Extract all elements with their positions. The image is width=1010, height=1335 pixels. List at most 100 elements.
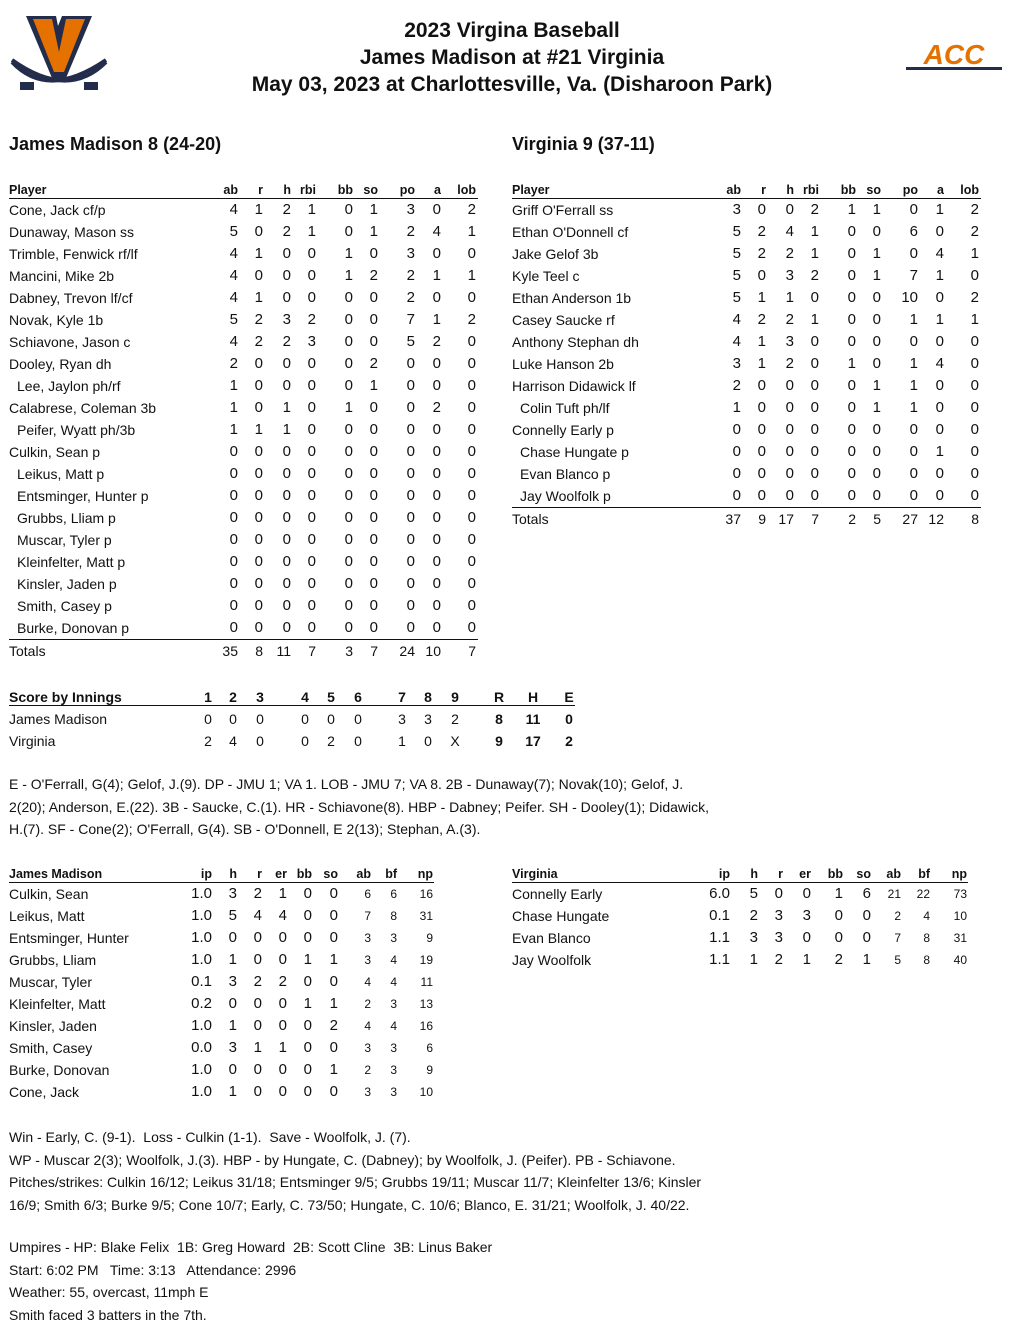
inning-header: 1 <box>204 689 212 705</box>
stat-cell: 0 <box>467 289 476 306</box>
stat-cell: 0 <box>909 443 918 460</box>
stat-cell: 2 <box>810 267 819 284</box>
inning-score: 2 <box>451 711 459 727</box>
pitcher-name: Cone, Jack <box>9 1084 80 1100</box>
stat-cell: 2 <box>278 973 287 990</box>
column-header: h <box>786 183 794 197</box>
column-header: ab <box>886 867 901 881</box>
inning-score: 2 <box>327 733 335 749</box>
stat-cell: 3 <box>228 885 237 902</box>
rhe-header: H <box>527 689 539 705</box>
player-name: Connelly Early p <box>512 422 614 438</box>
inning-score: 4 <box>229 733 237 749</box>
totals-cell: 2 <box>848 511 856 527</box>
stat-cell: 2 <box>432 399 441 416</box>
player-name: Grubbs, Lliam p <box>17 510 116 526</box>
stat-cell: 1 <box>369 377 378 394</box>
stat-cell: 0 <box>278 1083 287 1100</box>
totals-cell: 3 <box>345 643 353 659</box>
stat-cell: 4 <box>229 245 238 262</box>
inning-score: 0 <box>354 733 362 749</box>
stat-cell: 1 <box>229 421 238 438</box>
totals-label: Totals <box>512 511 549 527</box>
totals-cell: 8 <box>971 511 979 527</box>
stat-cell: 1 <box>329 995 338 1012</box>
stat-cell: 0 <box>329 1039 338 1056</box>
stat-cell: 0.1 <box>191 973 212 990</box>
stat-cell: 1 <box>847 355 856 372</box>
stat-cell: 4 <box>785 223 794 240</box>
stat-cell: 0 <box>282 245 291 262</box>
pitcher-name: Leikus, Matt <box>9 908 85 924</box>
stat-cell: 0 <box>432 245 441 262</box>
stat-cell: 3 <box>802 907 811 924</box>
stat-cell: 0 <box>344 311 353 328</box>
stat-cell: 1 <box>847 201 856 218</box>
stat-cell: 3 <box>785 267 794 284</box>
stat-cell: 3 <box>390 1041 397 1055</box>
stat-cell: 1 <box>872 267 881 284</box>
stat-cell: 2 <box>757 245 766 262</box>
stat-cell: 0 <box>909 333 918 350</box>
stat-cell: 0 <box>909 201 918 218</box>
totals-cell: 12 <box>928 511 944 527</box>
stat-cell: 0 <box>757 377 766 394</box>
stat-cell: 7 <box>364 909 371 923</box>
stat-cell: 0 <box>785 443 794 460</box>
stat-cell: 1 <box>229 399 238 416</box>
stat-cell: 0 <box>872 355 881 372</box>
stat-cell: 0 <box>757 201 766 218</box>
stat-cell: 0 <box>278 929 287 946</box>
stat-cell: 0 <box>344 509 353 526</box>
stat-cell: 0 <box>254 399 263 416</box>
inning-score: 0 <box>256 711 264 727</box>
inning-header: 6 <box>354 689 362 705</box>
stat-cell: 0 <box>369 421 378 438</box>
stat-cell: 0 <box>872 311 881 328</box>
stat-cell: 0 <box>467 575 476 592</box>
stat-cell: 0 <box>432 355 441 372</box>
totals-cell: 5 <box>873 511 881 527</box>
column-header: h <box>750 867 758 881</box>
column-header: bb <box>840 183 856 197</box>
game-info: Umpires - HP: Blake Felix 1B: Greg Howar… <box>9 1236 492 1326</box>
column-header: np <box>951 867 967 881</box>
stat-cell: 3 <box>785 333 794 350</box>
stat-cell: 0 <box>834 907 843 924</box>
stat-cell: 4 <box>229 333 238 350</box>
stat-cell: 0 <box>282 267 291 284</box>
score-title: Score by Innings <box>9 689 122 705</box>
stat-cell: 0 <box>344 553 353 570</box>
player-name: Muscar, Tyler p <box>17 532 112 548</box>
stat-cell: 0 <box>970 465 979 482</box>
stat-cell: 0 <box>278 1017 287 1034</box>
player-row: Ethan O'Donnell cf 5 2 4 1 0 0 6 0 2 <box>512 221 981 243</box>
stat-cell: 4 <box>390 1019 397 1033</box>
stat-cell: 1 <box>909 399 918 416</box>
stat-cell: 0 <box>810 355 819 372</box>
stat-cell: 0 <box>303 1017 312 1034</box>
stat-cell: 3 <box>390 1085 397 1099</box>
column-header: ab <box>223 183 238 197</box>
stat-cell: 4 <box>229 201 238 218</box>
stat-cell: 0 <box>406 465 415 482</box>
stat-cell: 1 <box>254 245 263 262</box>
stat-cell: 1 <box>909 355 918 372</box>
stat-cell: 4 <box>229 289 238 306</box>
stat-cell: 19 <box>419 953 433 967</box>
stat-cell: 4 <box>935 355 944 372</box>
inning-header: 5 <box>327 689 335 705</box>
stat-cell: 0 <box>847 245 856 262</box>
pitcher-name: Kinsler, Jaden <box>9 1018 97 1034</box>
stat-cell: 1 <box>303 951 312 968</box>
stat-cell: 2 <box>970 289 979 306</box>
stat-cell: 0 <box>303 1083 312 1100</box>
player-name: Cone, Jack cf/p <box>9 202 106 218</box>
stat-cell: 0 <box>406 531 415 548</box>
column-header: h <box>283 183 291 197</box>
stat-cell: 0 <box>810 399 819 416</box>
stat-cell: 2 <box>774 951 783 968</box>
